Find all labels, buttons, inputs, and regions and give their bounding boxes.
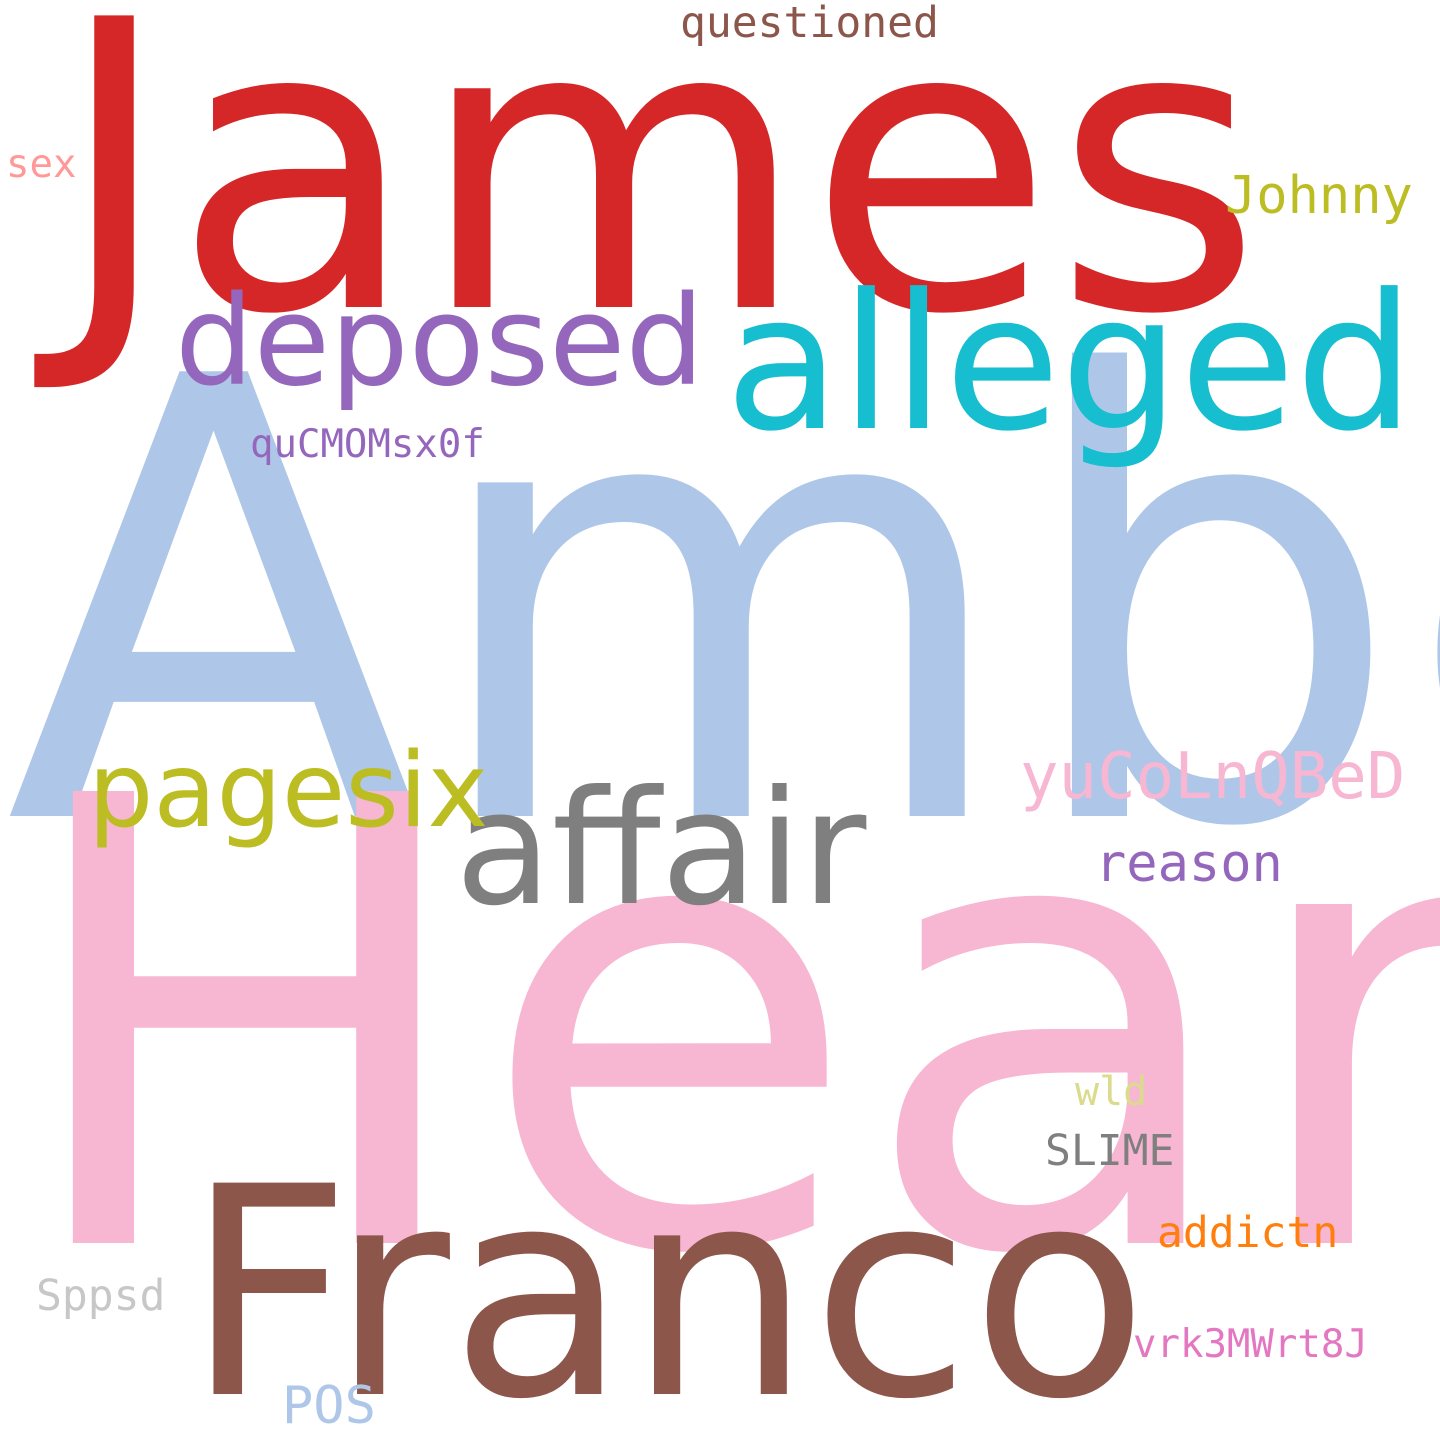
word-sppsd: Sppsd	[36, 1271, 166, 1321]
word-deposed: deposed	[175, 270, 705, 414]
word-addictn: addictn	[1157, 1208, 1339, 1258]
word-heard: Heard	[12, 669, 1440, 1390]
word-james: James	[55, 0, 1263, 402]
word-slime: SLIME	[1045, 1126, 1175, 1176]
word-pos: POS	[282, 1376, 376, 1436]
word-pagesix: pagesix	[88, 731, 489, 851]
word-sex: sex	[6, 142, 77, 187]
word-johnny: Johnny	[1225, 166, 1413, 226]
word-wld: wld	[1075, 1069, 1148, 1115]
word-reason: reason	[1095, 834, 1283, 894]
word-yucolnqbed: yuCoLnQBeD	[1020, 740, 1406, 814]
word-vrk3mwrt8j: vrk3MWrt8J	[1133, 1322, 1368, 1367]
word-questioned: questioned	[680, 0, 939, 48]
word-franco: Franco	[185, 1126, 1149, 1440]
word-amber: Amber	[5, 250, 1440, 960]
word-qucmomsx0f: quCMOMsx0f	[250, 422, 485, 467]
word-alleged: alleged	[725, 254, 1415, 473]
word-affair: affair	[455, 757, 867, 941]
